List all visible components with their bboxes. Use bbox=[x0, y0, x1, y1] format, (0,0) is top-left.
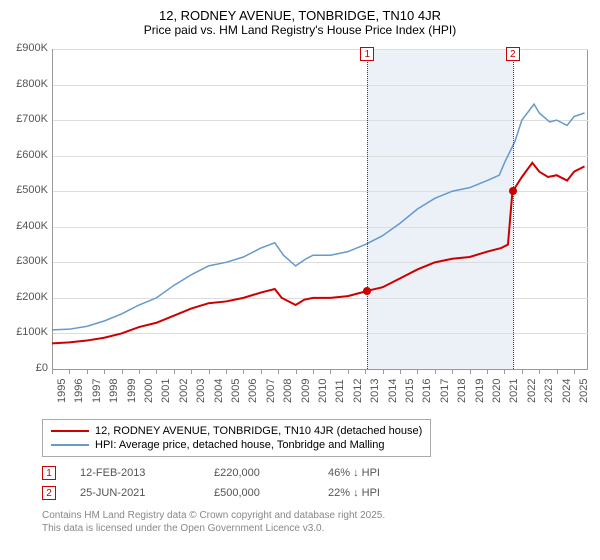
attribution: Contains HM Land Registry data © Crown c… bbox=[42, 509, 592, 535]
transaction-marker-badge: 1 bbox=[360, 47, 374, 61]
chart-title: 12, RODNEY AVENUE, TONBRIDGE, TN10 4JR bbox=[8, 8, 592, 23]
legend-swatch bbox=[51, 430, 89, 432]
legend-label: 12, RODNEY AVENUE, TONBRIDGE, TN10 4JR (… bbox=[95, 425, 422, 437]
transaction-price: £220,000 bbox=[214, 467, 304, 479]
x-axis-label: 2024 bbox=[561, 379, 573, 403]
x-axis-label: 2004 bbox=[213, 379, 225, 403]
x-axis-label: 2005 bbox=[230, 379, 242, 403]
x-axis-label: 2025 bbox=[578, 379, 590, 403]
legend-row: 12, RODNEY AVENUE, TONBRIDGE, TN10 4JR (… bbox=[51, 424, 422, 438]
x-axis-label: 2000 bbox=[143, 379, 155, 403]
transaction-row: 2 25-JUN-2021 £500,000 22% ↓ HPI bbox=[42, 483, 592, 503]
transaction-marker-badge: 2 bbox=[506, 47, 520, 61]
x-axis-label: 2023 bbox=[543, 379, 555, 403]
x-axis-label: 2006 bbox=[247, 379, 259, 403]
legend-swatch bbox=[51, 444, 89, 446]
transaction-delta: 46% ↓ HPI bbox=[328, 467, 380, 479]
x-axis-label: 2002 bbox=[178, 379, 190, 403]
attribution-line2: This data is licensed under the Open Gov… bbox=[42, 522, 592, 535]
x-axis-label: 2016 bbox=[421, 379, 433, 403]
x-axis-label: 2021 bbox=[508, 379, 520, 403]
x-axis-label: 2019 bbox=[474, 379, 486, 403]
legend-row: HPI: Average price, detached house, Tonb… bbox=[51, 438, 422, 452]
x-axis-label: 2010 bbox=[317, 379, 329, 403]
x-axis-label: 2015 bbox=[404, 379, 416, 403]
x-axis-label: 2009 bbox=[300, 379, 312, 403]
attribution-line1: Contains HM Land Registry data © Crown c… bbox=[42, 509, 592, 522]
x-axis-label: 2022 bbox=[526, 379, 538, 403]
x-axis-label: 2011 bbox=[334, 379, 346, 403]
x-axis-label: 1996 bbox=[73, 379, 85, 403]
x-axis-label: 2007 bbox=[265, 379, 277, 403]
transaction-dot bbox=[509, 187, 517, 195]
transaction-date: 25-JUN-2021 bbox=[80, 487, 190, 499]
transaction-badge: 2 bbox=[42, 486, 56, 500]
series-property bbox=[52, 163, 585, 344]
x-axis-label: 2017 bbox=[439, 379, 451, 403]
x-axis-label: 2020 bbox=[491, 379, 503, 403]
x-axis-label: 2014 bbox=[387, 379, 399, 403]
transaction-badge: 1 bbox=[42, 466, 56, 480]
x-axis-label: 2003 bbox=[195, 379, 207, 403]
transaction-price: £500,000 bbox=[214, 487, 304, 499]
transaction-date: 12-FEB-2013 bbox=[80, 467, 190, 479]
transaction-delta: 22% ↓ HPI bbox=[328, 487, 380, 499]
legend-label: HPI: Average price, detached house, Tonb… bbox=[95, 439, 384, 451]
x-axis-label: 1995 bbox=[56, 379, 68, 403]
chart-svg bbox=[8, 43, 588, 371]
x-axis-label: 2018 bbox=[456, 379, 468, 403]
chart-area: £0£100K£200K£300K£400K£500K£600K£700K£80… bbox=[8, 43, 592, 413]
transaction-dot bbox=[363, 287, 371, 295]
x-axis-label: 1999 bbox=[126, 379, 138, 403]
x-axis-label: 2001 bbox=[160, 379, 172, 403]
transaction-row: 1 12-FEB-2013 £220,000 46% ↓ HPI bbox=[42, 463, 592, 483]
series-hpi bbox=[52, 104, 585, 330]
transaction-marker-line bbox=[367, 49, 368, 369]
x-axis-label: 2012 bbox=[352, 379, 364, 403]
x-axis-label: 2008 bbox=[282, 379, 294, 403]
x-axis-label: 1998 bbox=[108, 379, 120, 403]
transaction-marker-line bbox=[513, 49, 514, 369]
x-axis-label: 2013 bbox=[369, 379, 381, 403]
x-axis-label: 1997 bbox=[91, 379, 103, 403]
chart-subtitle: Price paid vs. HM Land Registry's House … bbox=[8, 23, 592, 37]
legend: 12, RODNEY AVENUE, TONBRIDGE, TN10 4JR (… bbox=[42, 419, 431, 457]
